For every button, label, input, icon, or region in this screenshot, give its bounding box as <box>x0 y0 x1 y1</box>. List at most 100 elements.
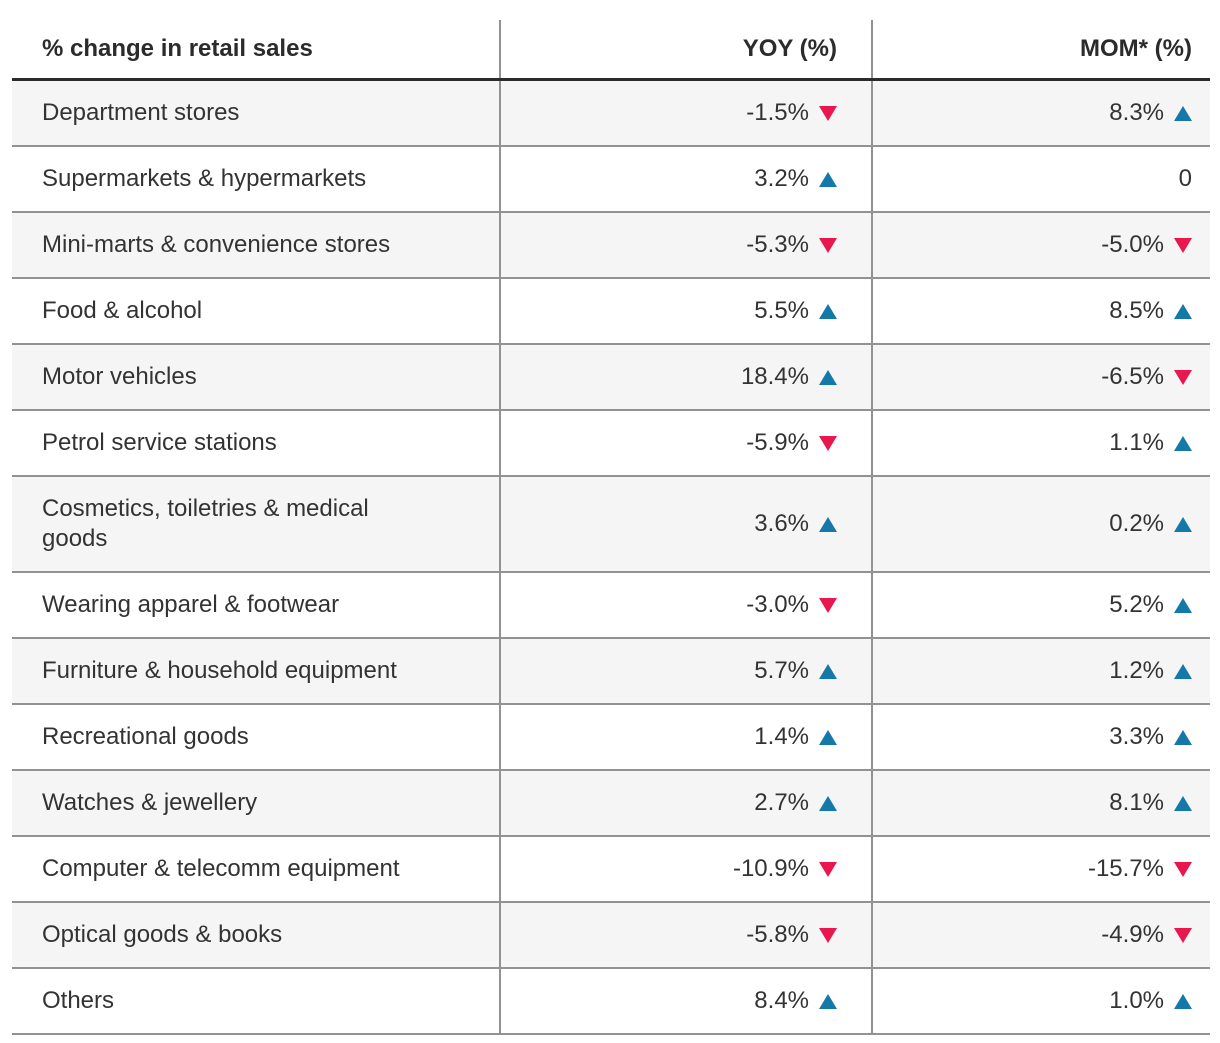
mom-value: 1.0% <box>1109 987 1164 1014</box>
category-label: Department stores <box>42 99 240 126</box>
mom-value: -6.5% <box>1101 363 1164 390</box>
table-row: Watches & jewellery 2.7% 8.1% <box>12 770 1210 837</box>
up-triangle-icon <box>1174 994 1192 1009</box>
yoy-value: 5.5% <box>754 297 809 324</box>
up-triangle-icon <box>1174 796 1192 811</box>
category-cell: Supermarkets & hypermarkets <box>12 146 500 213</box>
table-row: Mini-marts & convenience stores -5.3% -5.0… <box>12 212 1210 279</box>
yoy-value: 3.2% <box>754 165 809 192</box>
category-cell: Watches & jewellery <box>12 770 500 837</box>
yoy-value-cell: 2.7% <box>499 770 872 837</box>
category-label: Food & alcohol <box>42 297 203 324</box>
mom-value: 5.2% <box>1109 591 1164 618</box>
mom-value-cell: -6.5% <box>871 344 1210 411</box>
up-triangle-icon <box>1174 304 1192 319</box>
mom-value: -4.9% <box>1101 921 1164 948</box>
yoy-value: -5.9% <box>746 429 809 456</box>
mom-value: 0 <box>1178 165 1192 192</box>
category-label: Furniture & household equipment <box>42 657 397 684</box>
yoy-value: 2.7% <box>754 789 809 816</box>
category-label: Others <box>42 987 115 1014</box>
column-header-yoy: YOY (%) <box>499 20 872 81</box>
mom-value: -15.7% <box>1087 855 1164 882</box>
up-triangle-icon <box>819 172 837 187</box>
mom-value-cell: -4.9% <box>871 902 1210 969</box>
down-triangle-icon <box>819 862 837 877</box>
yoy-value: -3.0% <box>746 591 809 618</box>
down-triangle-icon <box>1174 238 1192 253</box>
retail-sales-table: % change in retail sales YOY (%) MOM* (%… <box>12 20 1210 1035</box>
mom-value-cell: 3.3% <box>871 704 1210 771</box>
category-cell: Optical goods & books <box>12 902 500 969</box>
up-triangle-icon <box>819 796 837 811</box>
mom-value: 1.1% <box>1109 429 1164 456</box>
mom-value-cell: 8.5% <box>871 278 1210 345</box>
mom-value: 0.2% <box>1109 510 1164 537</box>
yoy-value-cell: 18.4% <box>499 344 872 411</box>
mom-value: 8.5% <box>1109 297 1164 324</box>
category-cell: Mini-marts & convenience stores <box>12 212 500 279</box>
mom-value-cell: -5.0% <box>871 212 1210 279</box>
yoy-value: -5.3% <box>746 231 809 258</box>
yoy-value: 18.4% <box>740 363 809 390</box>
yoy-value-cell: -1.5% <box>499 79 872 147</box>
mom-value: 8.1% <box>1109 789 1164 816</box>
mom-value: 3.3% <box>1109 723 1164 750</box>
down-triangle-icon <box>819 436 837 451</box>
mom-value-cell: 0 <box>871 146 1210 213</box>
table-row: Others 8.4% 1.0% <box>12 968 1210 1035</box>
category-cell: Wearing apparel & footwear <box>12 572 500 639</box>
down-triangle-icon <box>1174 862 1192 877</box>
category-cell: Cosmetics, toiletries & medical goods <box>12 476 500 573</box>
up-triangle-icon <box>819 370 837 385</box>
up-triangle-icon <box>819 304 837 319</box>
yoy-value: 5.7% <box>754 657 809 684</box>
category-cell: Furniture & household equipment <box>12 638 500 705</box>
category-label: Mini-marts & convenience stores <box>42 231 391 258</box>
mom-value-cell: 1.0% <box>871 968 1210 1035</box>
mom-value: 1.2% <box>1109 657 1164 684</box>
category-cell: Computer & telecomm equipment <box>12 836 500 903</box>
down-triangle-icon <box>819 106 837 121</box>
mom-value-cell: 1.2% <box>871 638 1210 705</box>
yoy-value: -1.5% <box>746 99 809 126</box>
yoy-value: 3.6% <box>754 510 809 537</box>
mom-value-cell: -15.7% <box>871 836 1210 903</box>
table-row: Computer & telecomm equipment -10.9% -15.7… <box>12 836 1210 903</box>
column-header-mom: MOM* (%) <box>871 20 1210 81</box>
yoy-value-cell: -5.8% <box>499 902 872 969</box>
table-row: Recreational goods 1.4% 3.3% <box>12 704 1210 771</box>
category-cell: Motor vehicles <box>12 344 500 411</box>
mom-value-cell: 1.1% <box>871 410 1210 477</box>
category-cell: Department stores <box>12 79 500 147</box>
category-label: Petrol service stations <box>42 429 277 456</box>
up-triangle-icon <box>1174 730 1192 745</box>
table-row: Department stores -1.5% 8.3% <box>12 79 1210 147</box>
yoy-value-cell: 3.6% <box>499 476 872 573</box>
yoy-value: 8.4% <box>754 987 809 1014</box>
category-label: Recreational goods <box>42 723 249 750</box>
yoy-value-cell: 5.7% <box>499 638 872 705</box>
category-label: Supermarkets & hypermarkets <box>42 165 367 192</box>
yoy-value-cell: -10.9% <box>499 836 872 903</box>
category-cell: Others <box>12 968 500 1035</box>
table-row: Food & alcohol 5.5% 8.5% <box>12 278 1210 345</box>
mom-value-cell: 5.2% <box>871 572 1210 639</box>
mom-value-cell: 8.1% <box>871 770 1210 837</box>
yoy-value: -5.8% <box>746 921 809 948</box>
category-cell: Petrol service stations <box>12 410 500 477</box>
table-row: Petrol service stations -5.9% 1.1% <box>12 410 1210 477</box>
yoy-value-cell: 3.2% <box>499 146 872 213</box>
category-label: Watches & jewellery <box>42 789 258 816</box>
yoy-value-cell: 5.5% <box>499 278 872 345</box>
table-header: % change in retail sales YOY (%) MOM* (%… <box>12 20 1210 81</box>
up-triangle-icon <box>1174 517 1192 532</box>
table-row: Cosmetics, toiletries & medical goods 3.6… <box>12 476 1210 573</box>
up-triangle-icon <box>1174 436 1192 451</box>
down-triangle-icon <box>1174 928 1192 943</box>
table-row: Optical goods & books -5.8% -4.9% <box>12 902 1210 969</box>
down-triangle-icon <box>819 238 837 253</box>
table-body: Department stores -1.5% 8.3% Supermarkets &… <box>12 79 1210 1035</box>
category-label: Optical goods & books <box>42 921 283 948</box>
up-triangle-icon <box>819 517 837 532</box>
